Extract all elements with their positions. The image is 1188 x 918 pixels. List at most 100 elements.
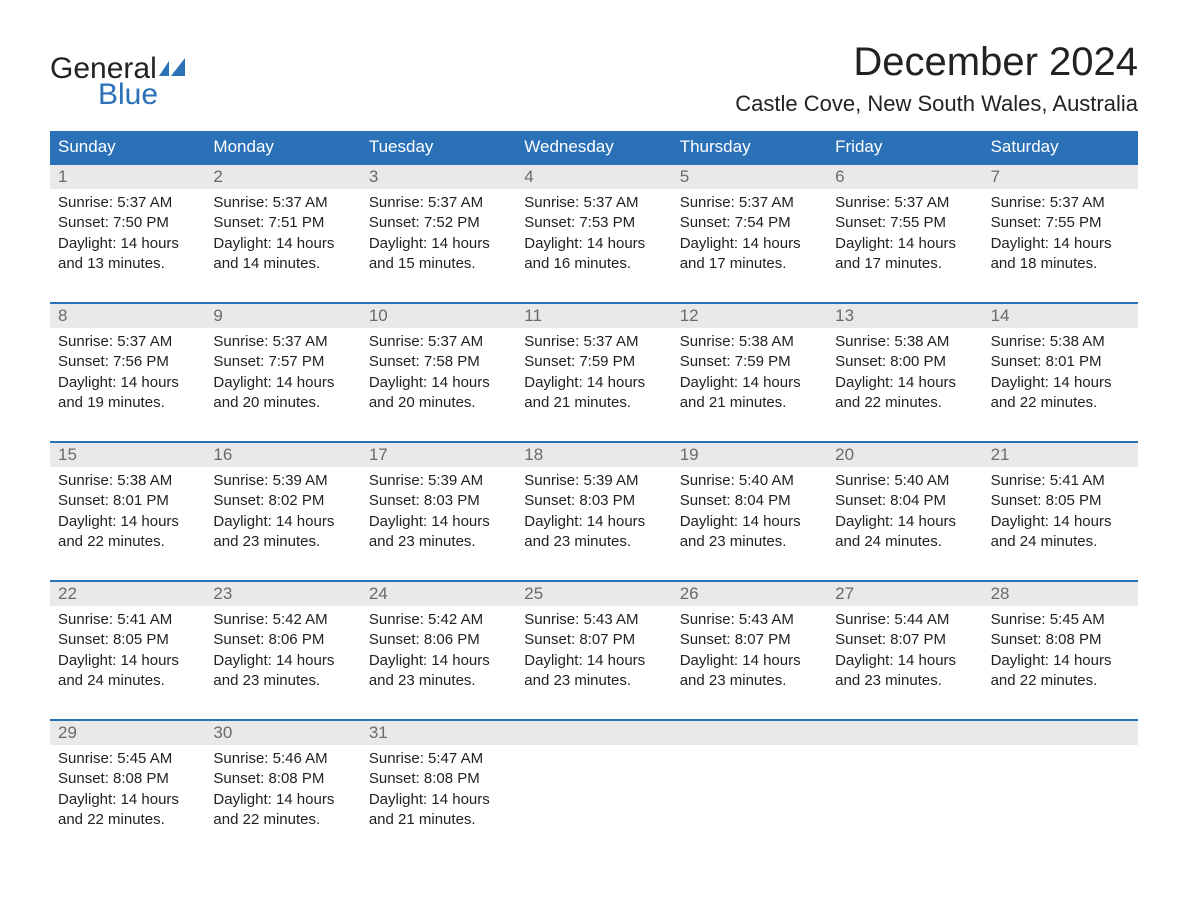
daylight-line-1: Daylight: 14 hours <box>369 234 508 254</box>
day-number: 19 <box>672 443 827 467</box>
weekday-label: Sunday <box>50 131 205 163</box>
sunrise-line: Sunrise: 5:46 AM <box>213 749 352 769</box>
daylight-line-2: and 23 minutes. <box>524 532 663 552</box>
day-number: 27 <box>827 582 982 606</box>
sunrise-line: Sunrise: 5:37 AM <box>524 193 663 213</box>
weekday-label: Tuesday <box>361 131 516 163</box>
calendar-week: 1234567Sunrise: 5:37 AMSunset: 7:50 PMDa… <box>50 163 1138 280</box>
sunset-line: Sunset: 8:06 PM <box>369 630 508 650</box>
day-number: 5 <box>672 165 827 189</box>
sunrise-line: Sunrise: 5:45 AM <box>991 610 1130 630</box>
calendar-cell: Sunrise: 5:39 AMSunset: 8:03 PMDaylight:… <box>516 467 671 558</box>
daylight-line-1: Daylight: 14 hours <box>835 373 974 393</box>
sunrise-line: Sunrise: 5:47 AM <box>369 749 508 769</box>
sunrise-line: Sunrise: 5:37 AM <box>369 193 508 213</box>
day-number <box>672 721 827 745</box>
sunrise-line: Sunrise: 5:38 AM <box>991 332 1130 352</box>
calendar-cell: Sunrise: 5:41 AMSunset: 8:05 PMDaylight:… <box>983 467 1138 558</box>
sunrise-line: Sunrise: 5:37 AM <box>524 332 663 352</box>
daylight-line-1: Daylight: 14 hours <box>58 373 197 393</box>
daylight-line-2: and 22 minutes. <box>835 393 974 413</box>
daylight-line-2: and 22 minutes. <box>58 532 197 552</box>
day-number: 31 <box>361 721 516 745</box>
sunset-line: Sunset: 8:04 PM <box>835 491 974 511</box>
daylight-line-1: Daylight: 14 hours <box>991 373 1130 393</box>
calendar-week: 293031 Sunrise: 5:45 AM Sunset: 8:08 PM Day… <box>50 719 1138 836</box>
day-number: 4 <box>516 165 671 189</box>
day-number: 10 <box>361 304 516 328</box>
day-number: 2 <box>205 165 360 189</box>
sunset-line: Sunset: 8:08 PM <box>213 769 352 789</box>
daylight-line-2: and 19 minutes. <box>58 393 197 413</box>
sunset-line: Sunset: 7:52 PM <box>369 213 508 233</box>
daylight-line-2: and 23 minutes. <box>524 671 663 691</box>
sunrise-line: Sunrise: 5:43 AM <box>524 610 663 630</box>
day-number: 12 <box>672 304 827 328</box>
daynum-row: 1234567 <box>50 165 1138 189</box>
daylight-line-2: and 22 minutes. <box>991 393 1130 413</box>
daylight-line-2: and 20 minutes. <box>369 393 508 413</box>
daylight-line-2: and 22 minutes. <box>991 671 1130 691</box>
calendar-cell: Sunrise: 5:37 AMSunset: 7:50 PMDaylight:… <box>50 189 205 280</box>
daylight-line-1: Daylight: 14 hours <box>524 373 663 393</box>
calendar-week: 22232425262728Sunrise: 5:41 AMSunset: 8:… <box>50 580 1138 697</box>
day-number <box>516 721 671 745</box>
calendar-cell: Sunrise: 5:38 AMSunset: 8:00 PMDaylight:… <box>827 328 982 419</box>
daylight-line-1: Daylight: 14 hours <box>58 790 197 810</box>
sunset-line: Sunset: 7:57 PM <box>213 352 352 372</box>
calendar-cell: Sunrise: 5:45 AMSunset: 8:08 PMDaylight:… <box>983 606 1138 697</box>
location-subtitle: Castle Cove, New South Wales, Australia <box>735 91 1138 117</box>
calendar-cell: Sunrise: 5:46 AMSunset: 8:08 PMDaylight:… <box>205 745 360 836</box>
daylight-line-2: and 13 minutes. <box>58 254 197 274</box>
calendar-cell: Sunrise: 5:38 AMSunset: 7:59 PMDaylight:… <box>672 328 827 419</box>
sunrise-line: Sunrise: 5:42 AM <box>213 610 352 630</box>
sunset-line: Sunset: 8:07 PM <box>524 630 663 650</box>
day-number: 17 <box>361 443 516 467</box>
sunrise-line: Sunrise: 5:42 AM <box>369 610 508 630</box>
sunrise-line: Sunrise: 5:44 AM <box>835 610 974 630</box>
day-number: 30 <box>205 721 360 745</box>
sunrise-line: Sunrise: 5:37 AM <box>58 332 197 352</box>
daylight-line-2: and 23 minutes. <box>369 671 508 691</box>
sunrise-line: Sunrise: 5:37 AM <box>835 193 974 213</box>
month-title: December 2024 <box>735 40 1138 85</box>
day-number: 29 <box>50 721 205 745</box>
daylight-line-1: Daylight: 14 hours <box>524 651 663 671</box>
weekday-header: Sunday Monday Tuesday Wednesday Thursday… <box>50 131 1138 163</box>
calendar-cell: Sunrise: 5:37 AMSunset: 7:55 PMDaylight:… <box>983 189 1138 280</box>
daylight-line-2: and 16 minutes. <box>524 254 663 274</box>
calendar-week: 15161718192021Sunrise: 5:38 AMSunset: 8:… <box>50 441 1138 558</box>
sunset-line: Sunset: 7:59 PM <box>524 352 663 372</box>
sunset-line: Sunset: 7:54 PM <box>680 213 819 233</box>
day-number: 11 <box>516 304 671 328</box>
sunset-line: Sunset: 8:01 PM <box>991 352 1130 372</box>
sunset-line: Sunset: 8:06 PM <box>213 630 352 650</box>
calendar-cell: Sunrise: 5:37 AMSunset: 7:57 PMDaylight:… <box>205 328 360 419</box>
daylight-line-2: and 22 minutes. <box>58 810 197 830</box>
day-number: 9 <box>205 304 360 328</box>
calendar-cell: Sunrise: 5:39 AMSunset: 8:03 PMDaylight:… <box>361 467 516 558</box>
sunrise-line: Sunrise: 5:45 AM <box>58 749 197 769</box>
daynum-row: 293031 <box>50 721 1138 745</box>
calendar-cell: Sunrise: 5:37 AMSunset: 7:59 PMDaylight:… <box>516 328 671 419</box>
daylight-line-1: Daylight: 14 hours <box>991 651 1130 671</box>
daylight-line-1: Daylight: 14 hours <box>369 651 508 671</box>
sunrise-line: Sunrise: 5:38 AM <box>835 332 974 352</box>
calendar-cell: Sunrise: 5:37 AMSunset: 7:55 PMDaylight:… <box>827 189 982 280</box>
calendar-cell: Sunrise: 5:40 AMSunset: 8:04 PMDaylight:… <box>827 467 982 558</box>
sunset-line: Sunset: 7:55 PM <box>835 213 974 233</box>
daylight-line-2: and 23 minutes. <box>680 532 819 552</box>
sunset-line: Sunset: 7:50 PM <box>58 213 197 233</box>
weekday-label: Saturday <box>983 131 1138 163</box>
day-number: 18 <box>516 443 671 467</box>
day-number: 6 <box>827 165 982 189</box>
daylight-line-1: Daylight: 14 hours <box>213 512 352 532</box>
sunset-line: Sunset: 8:05 PM <box>991 491 1130 511</box>
daylight-line-2: and 18 minutes. <box>991 254 1130 274</box>
calendar-cell: Sunrise: 5:42 AMSunset: 8:06 PMDaylight:… <box>205 606 360 697</box>
sunset-line: Sunset: 7:55 PM <box>991 213 1130 233</box>
sunrise-line: Sunrise: 5:39 AM <box>524 471 663 491</box>
daylight-line-2: and 23 minutes. <box>835 671 974 691</box>
sunrise-line: Sunrise: 5:39 AM <box>369 471 508 491</box>
daylight-line-2: and 21 minutes. <box>369 810 508 830</box>
